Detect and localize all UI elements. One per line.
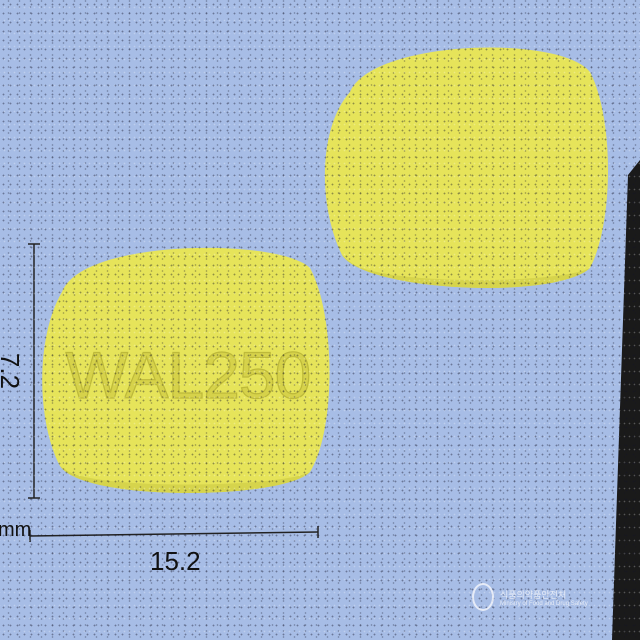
dim-height-label: 7.2 xyxy=(0,352,26,390)
watermark-text: 식품의약품안전처 Ministry of Food and Drug Safet… xyxy=(500,588,588,607)
pill-back-shade xyxy=(342,255,590,288)
dim-width-line xyxy=(29,531,319,537)
ministry-emblem-icon xyxy=(472,583,494,611)
dim-width-label: 15.2 xyxy=(150,546,201,576)
pill-back xyxy=(324,47,608,288)
pill-front xyxy=(42,247,330,494)
unit-label: mm xyxy=(0,519,32,541)
pill-imprint: WAL250 xyxy=(66,338,311,412)
dark-edge xyxy=(612,160,640,640)
pill-front-shade xyxy=(60,466,310,494)
watermark-korean: 식품의약품안전처 xyxy=(500,589,567,600)
watermark-english: Ministry of Food and Drug Safety xyxy=(500,600,588,607)
watermark-logo: 식품의약품안전처 Ministry of Food and Drug Safet… xyxy=(472,580,602,614)
